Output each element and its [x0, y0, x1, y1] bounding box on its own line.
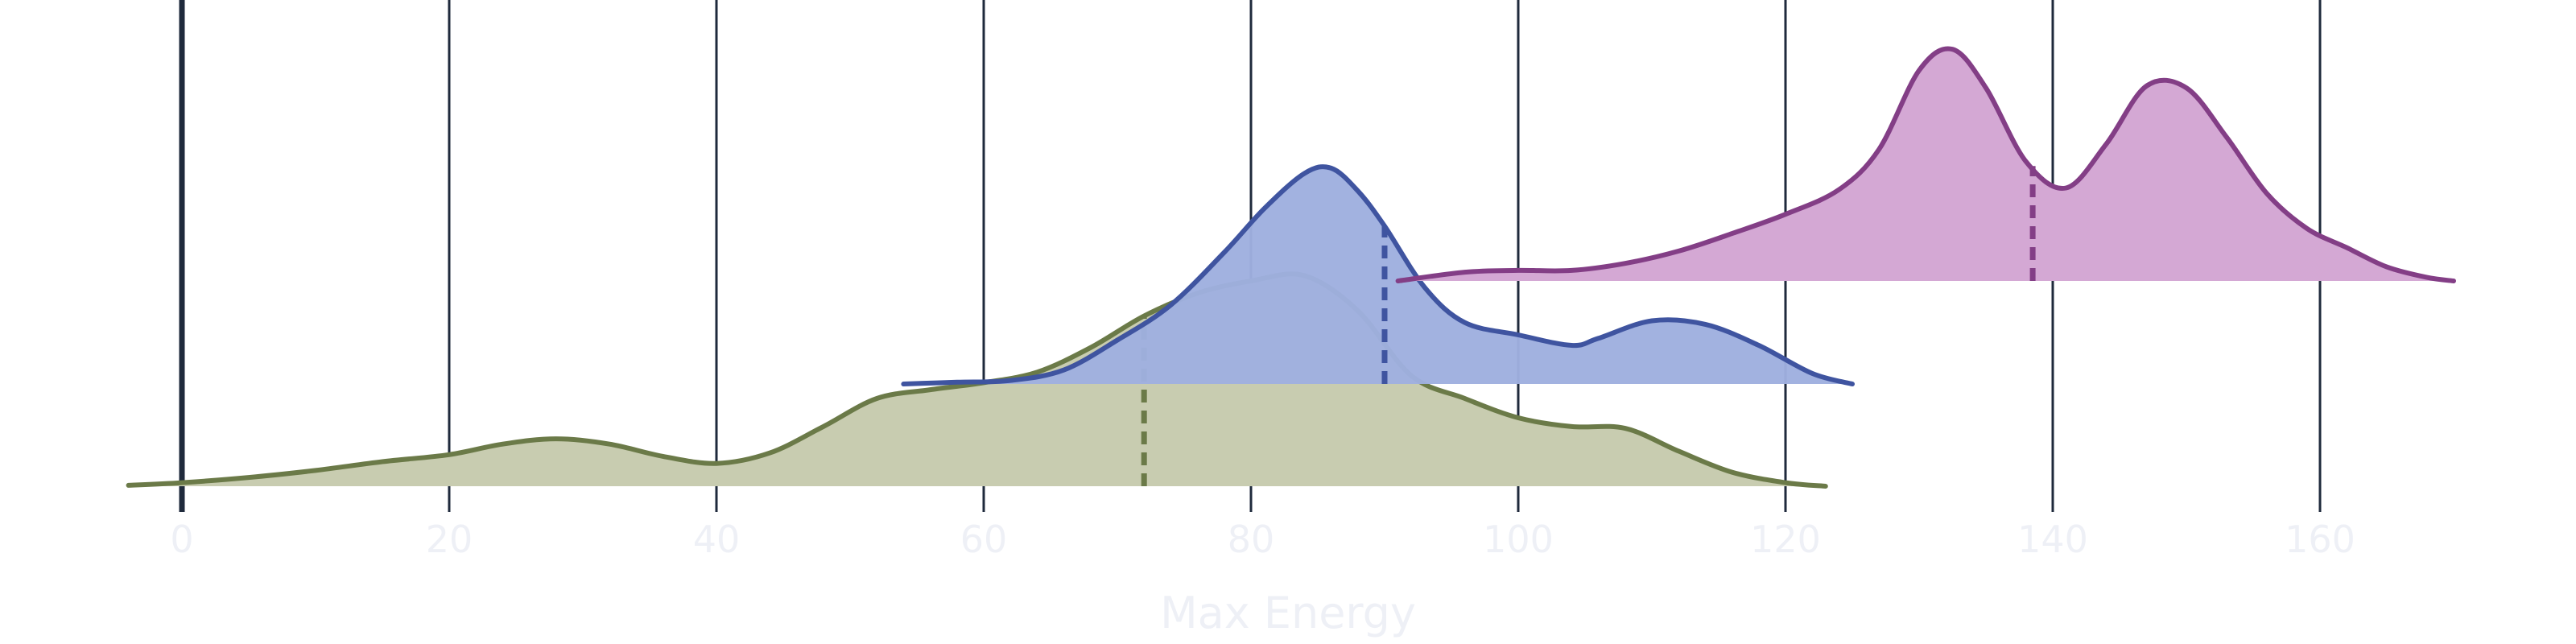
x-tick-label-160: 160	[2285, 518, 2355, 561]
x-tick-label-100: 100	[1483, 518, 1554, 561]
x-tick-label-120: 120	[1750, 518, 1821, 561]
ridge-series-3	[1395, 46, 2456, 283]
series-layer	[126, 46, 2456, 489]
x-tick-label-140: 140	[2017, 518, 2088, 561]
x-tick-label-20: 20	[426, 518, 473, 561]
x-tick-label-60: 60	[960, 518, 1008, 561]
ridge-series-2	[901, 164, 1855, 386]
x-tick-labels: 0 20 40 60 80 100 120 140 160	[170, 518, 2355, 561]
ridge-line-2	[901, 164, 1855, 386]
ridge-area-1	[128, 274, 1826, 486]
ridge-area-2	[903, 167, 1852, 384]
ridge-area-3	[1397, 48, 2454, 281]
x-tick-label-40: 40	[693, 518, 741, 561]
ridge-line-3	[1395, 46, 2456, 283]
x-tick-label-0: 0	[170, 518, 193, 561]
x-tick-label-80: 80	[1228, 518, 1275, 561]
x-axis-title: Max Energy	[1160, 588, 1416, 638]
